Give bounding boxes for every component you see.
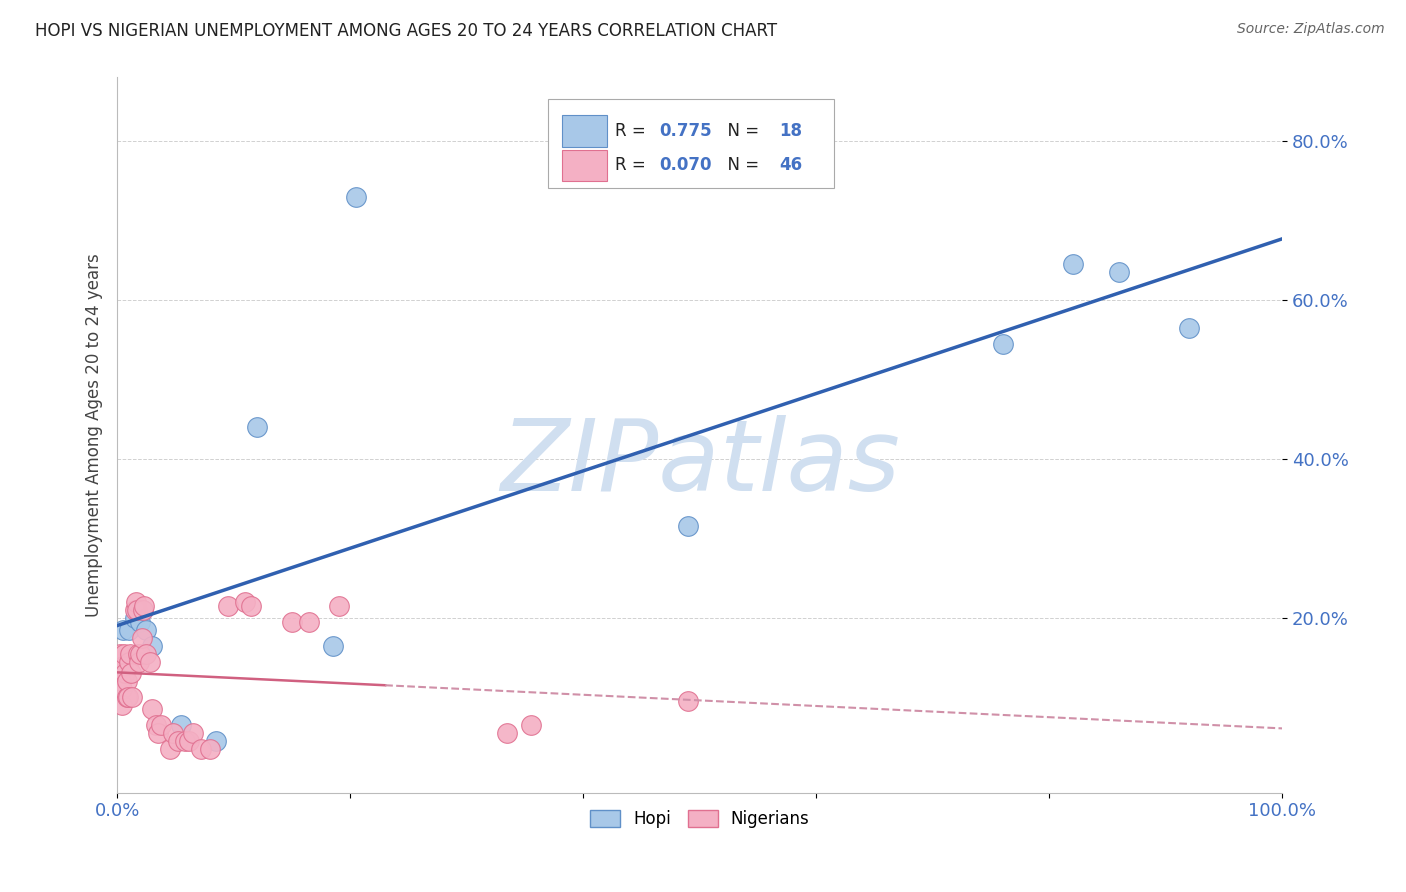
- Point: [159, 742, 181, 756]
- Point: [115, 674, 138, 689]
- Point: [125, 595, 148, 609]
- FancyBboxPatch shape: [562, 150, 606, 181]
- Point: [190, 742, 212, 756]
- Point: [217, 599, 239, 613]
- Point: [115, 690, 138, 705]
- Point: [111, 623, 134, 637]
- Point: [179, 734, 201, 748]
- Point: [298, 615, 321, 629]
- Text: R =: R =: [614, 122, 651, 140]
- Point: [124, 611, 146, 625]
- Point: [676, 694, 699, 708]
- Point: [166, 734, 188, 748]
- Point: [129, 615, 152, 629]
- Y-axis label: Unemployment Among Ages 20 to 24 years: Unemployment Among Ages 20 to 24 years: [86, 253, 103, 617]
- Point: [145, 718, 167, 732]
- Text: 46: 46: [779, 156, 801, 175]
- Point: [127, 647, 149, 661]
- Point: [110, 674, 132, 689]
- Point: [111, 658, 134, 673]
- FancyBboxPatch shape: [548, 99, 834, 188]
- Text: Source: ZipAtlas.com: Source: ZipAtlas.com: [1237, 22, 1385, 37]
- Point: [118, 623, 141, 637]
- Point: [1178, 320, 1201, 334]
- Point: [520, 718, 543, 732]
- Point: [108, 647, 131, 661]
- Legend: Hopi, Nigerians: Hopi, Nigerians: [583, 803, 817, 834]
- Point: [112, 647, 135, 661]
- Point: [111, 698, 134, 713]
- Point: [328, 599, 350, 613]
- Point: [240, 599, 263, 613]
- Text: ZIPatlas: ZIPatlas: [499, 415, 900, 512]
- Text: HOPI VS NIGERIAN UNEMPLOYMENT AMONG AGES 20 TO 24 YEARS CORRELATION CHART: HOPI VS NIGERIAN UNEMPLOYMENT AMONG AGES…: [35, 22, 778, 40]
- Point: [246, 420, 269, 434]
- Point: [139, 655, 162, 669]
- Point: [170, 718, 193, 732]
- Point: [132, 603, 155, 617]
- FancyBboxPatch shape: [562, 115, 606, 147]
- Text: N =: N =: [717, 122, 765, 140]
- Point: [205, 734, 228, 748]
- Point: [233, 595, 256, 609]
- Point: [132, 603, 155, 617]
- Text: 0.070: 0.070: [659, 156, 711, 175]
- Point: [1108, 265, 1130, 279]
- Point: [991, 336, 1014, 351]
- Point: [200, 742, 222, 756]
- Text: 0.775: 0.775: [659, 122, 711, 140]
- Point: [121, 690, 143, 705]
- Point: [118, 655, 141, 669]
- Point: [127, 603, 149, 617]
- Point: [141, 639, 163, 653]
- Point: [117, 690, 139, 705]
- Text: R =: R =: [614, 156, 651, 175]
- Point: [676, 519, 699, 533]
- Point: [150, 718, 173, 732]
- Point: [162, 726, 184, 740]
- Point: [173, 734, 195, 748]
- Point: [118, 647, 141, 661]
- Point: [125, 603, 148, 617]
- Point: [131, 631, 153, 645]
- Point: [132, 599, 155, 613]
- Point: [496, 726, 519, 740]
- Point: [124, 603, 146, 617]
- Point: [281, 615, 304, 629]
- Point: [322, 639, 344, 653]
- Point: [181, 726, 204, 740]
- Point: [1062, 257, 1084, 271]
- Point: [135, 623, 157, 637]
- Point: [128, 655, 150, 669]
- Point: [146, 726, 169, 740]
- Point: [135, 647, 157, 661]
- Text: N =: N =: [717, 156, 765, 175]
- Text: 18: 18: [779, 122, 801, 140]
- Point: [114, 666, 136, 681]
- Point: [141, 702, 163, 716]
- Point: [344, 189, 367, 203]
- Point: [111, 682, 134, 697]
- Point: [120, 666, 142, 681]
- Point: [129, 647, 152, 661]
